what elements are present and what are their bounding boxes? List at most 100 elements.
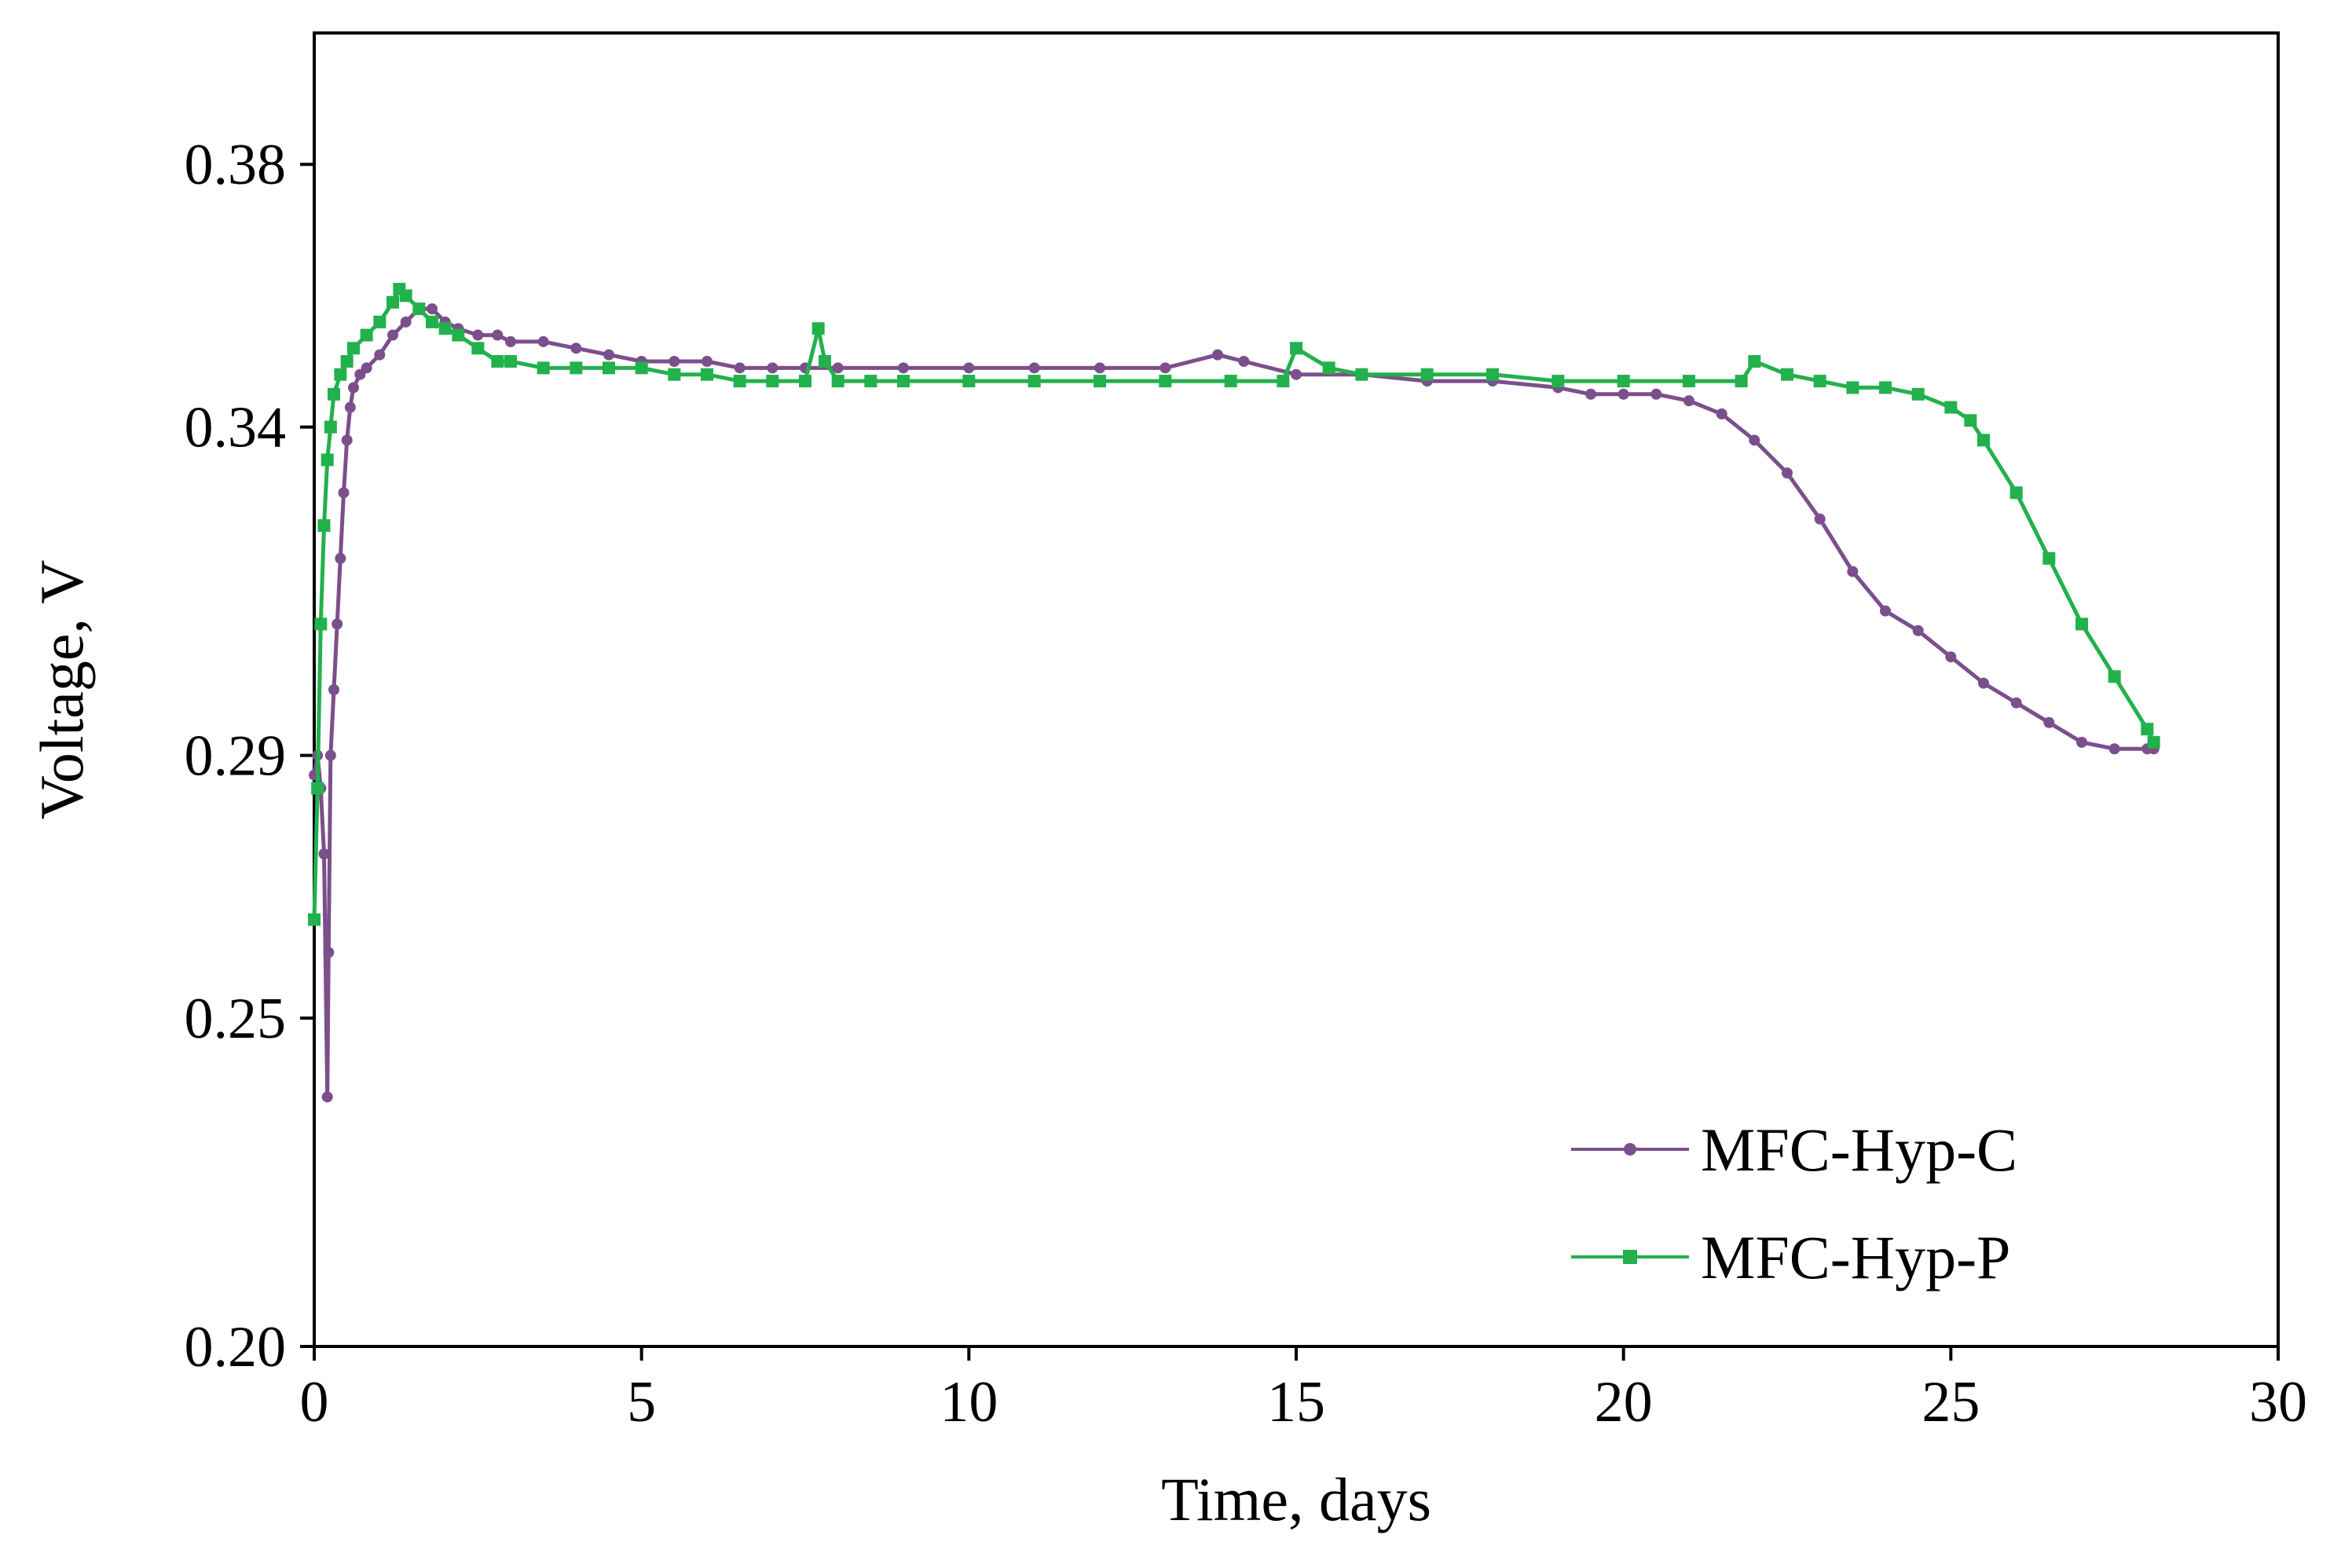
data-point-mfc-hyp-c <box>348 382 359 394</box>
data-point-mfc-hyp-p <box>314 617 328 631</box>
data-point-mfc-hyp-c <box>1291 368 1302 380</box>
data-point-mfc-hyp-c <box>537 335 549 347</box>
data-point-mfc-hyp-p <box>1277 375 1290 388</box>
data-point-mfc-hyp-p <box>864 375 877 388</box>
legend: MFC-Hyp-C MFC-Hyp-P <box>1571 1116 2017 1291</box>
data-point-mfc-hyp-c <box>323 947 335 958</box>
data-point-mfc-hyp-p <box>897 375 910 388</box>
data-point-mfc-hyp-p <box>1224 375 1237 388</box>
y-tick-label: 0.38 <box>185 133 287 197</box>
legend-item-mfc-hyp-p: MFC-Hyp-P <box>1571 1223 2010 1291</box>
data-point-mfc-hyp-c <box>1945 651 1957 663</box>
data-point-mfc-hyp-c <box>832 362 844 374</box>
data-point-mfc-hyp-c <box>1212 349 1223 361</box>
data-point-mfc-hyp-p <box>1486 368 1499 381</box>
data-point-mfc-hyp-c <box>1782 467 1793 479</box>
data-point-mfc-hyp-p <box>387 295 399 309</box>
data-point-mfc-hyp-c <box>1238 356 1250 367</box>
data-point-mfc-hyp-c <box>1094 362 1105 374</box>
data-point-mfc-hyp-p <box>2108 670 2121 683</box>
data-point-mfc-hyp-c <box>344 401 356 413</box>
data-point-mfc-hyp-p <box>1028 375 1041 388</box>
data-point-mfc-hyp-p <box>668 368 681 381</box>
data-point-mfc-hyp-c <box>767 362 779 374</box>
data-point-mfc-hyp-p <box>1159 375 1172 388</box>
data-point-mfc-hyp-p <box>701 368 713 381</box>
data-point-mfc-hyp-c <box>492 329 504 341</box>
data-point-mfc-hyp-p <box>2042 551 2056 565</box>
data-point-mfc-hyp-p <box>1355 368 1368 381</box>
legend-marker-mfc-hyp-p <box>1623 1250 1637 1264</box>
data-point-mfc-hyp-c <box>734 362 746 374</box>
data-point-mfc-hyp-c <box>1683 395 1694 407</box>
x-axis: 0 5 10 15 20 25 30 <box>300 1346 2307 1434</box>
data-point-mfc-hyp-p <box>1781 368 1793 381</box>
data-point-mfc-hyp-p <box>2141 723 2154 736</box>
data-point-mfc-hyp-p <box>962 375 976 388</box>
y-axis: 0.20 0.25 0.29 0.34 0.38 <box>185 133 314 1379</box>
data-point-mfc-hyp-p <box>1846 381 1859 394</box>
data-point-mfc-hyp-p <box>412 302 426 316</box>
data-point-mfc-hyp-p <box>2009 486 2023 500</box>
x-tick-label: 5 <box>627 1370 656 1434</box>
x-tick-label: 15 <box>1267 1370 1325 1434</box>
data-point-mfc-hyp-p <box>308 913 321 926</box>
data-point-mfc-hyp-c <box>1585 388 1596 400</box>
legend-label-mfc-hyp-c: MFC-Hyp-C <box>1701 1116 2017 1184</box>
data-point-mfc-hyp-p <box>1322 361 1335 375</box>
data-point-mfc-hyp-c <box>1847 566 1859 577</box>
data-point-mfc-hyp-c <box>1978 677 1989 689</box>
data-point-mfc-hyp-p <box>340 355 354 368</box>
y-tick-label: 0.29 <box>185 724 287 789</box>
data-point-mfc-hyp-c <box>361 362 372 374</box>
data-point-mfc-hyp-c <box>2010 697 2022 709</box>
data-point-mfc-hyp-c <box>1880 605 1891 617</box>
data-point-mfc-hyp-p <box>334 368 347 381</box>
data-point-mfc-hyp-p <box>811 322 825 335</box>
data-point-mfc-hyp-p <box>491 355 504 368</box>
data-point-mfc-hyp-p <box>635 361 648 375</box>
data-point-mfc-hyp-p <box>452 328 465 342</box>
data-point-mfc-hyp-p <box>373 315 387 328</box>
y-tick-label: 0.25 <box>185 987 287 1051</box>
data-point-mfc-hyp-p <box>1735 375 1748 388</box>
data-point-mfc-hyp-p <box>1879 381 1892 394</box>
data-point-mfc-hyp-c <box>505 335 516 347</box>
legend-label-mfc-hyp-p: MFC-Hyp-P <box>1701 1223 2010 1291</box>
data-point-mfc-hyp-p <box>1617 375 1630 388</box>
data-point-mfc-hyp-c <box>1912 625 1924 636</box>
data-point-mfc-hyp-p <box>347 342 360 355</box>
data-point-mfc-hyp-c <box>1617 388 1629 400</box>
data-point-mfc-hyp-p <box>819 355 831 368</box>
data-point-mfc-hyp-c <box>603 349 614 361</box>
data-point-mfc-hyp-c <box>328 684 339 695</box>
data-point-mfc-hyp-p <box>2147 735 2160 749</box>
data-point-mfc-hyp-p <box>603 361 615 375</box>
data-point-mfc-hyp-c <box>1749 434 1760 446</box>
data-point-mfc-hyp-p <box>360 328 373 342</box>
data-point-mfc-hyp-c <box>2043 716 2055 728</box>
data-point-mfc-hyp-p <box>1964 414 1977 427</box>
data-point-mfc-hyp-p <box>317 519 331 532</box>
series-mfc-hyp-p <box>308 283 2160 926</box>
data-point-mfc-hyp-c <box>321 1091 333 1103</box>
data-point-mfc-hyp-c <box>332 618 343 630</box>
data-point-mfc-hyp-p <box>328 387 340 401</box>
data-point-mfc-hyp-p <box>766 375 779 388</box>
data-point-mfc-hyp-p <box>1977 434 1990 447</box>
x-tick-label: 30 <box>2249 1370 2307 1434</box>
data-point-mfc-hyp-p <box>2075 617 2088 631</box>
data-point-mfc-hyp-c <box>963 362 975 374</box>
x-tick-label: 10 <box>940 1370 998 1434</box>
y-axis-title: Voltage, V <box>27 560 96 820</box>
data-point-mfc-hyp-c <box>669 356 680 367</box>
data-point-mfc-hyp-p <box>321 453 334 467</box>
data-point-mfc-hyp-p <box>1813 375 1826 388</box>
data-point-mfc-hyp-c <box>898 362 909 374</box>
data-point-mfc-hyp-p <box>1944 401 1958 414</box>
data-point-mfc-hyp-p <box>1683 375 1695 388</box>
x-tick-label: 0 <box>300 1370 329 1434</box>
y-tick-label: 0.34 <box>185 396 287 460</box>
data-point-mfc-hyp-c <box>472 329 484 341</box>
